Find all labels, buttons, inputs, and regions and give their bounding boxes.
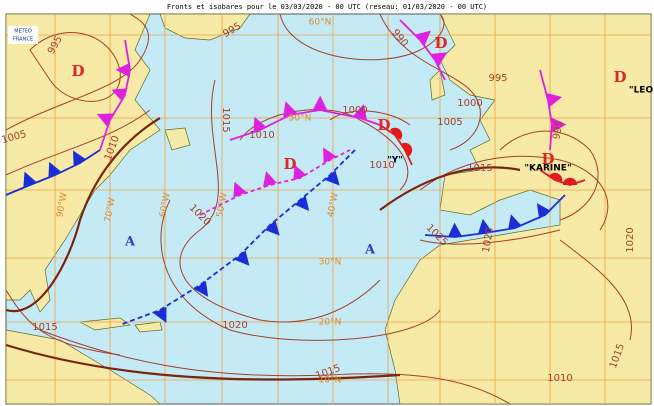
low-center: D <box>377 116 390 134</box>
occluded-front <box>199 147 351 216</box>
graticule-label: 10°N <box>319 376 342 386</box>
isobar-label: 1000 <box>342 105 367 116</box>
isobar-label: 1005 <box>437 117 462 128</box>
map-title: Fronts et isobares pour le 03/03/2020 - … <box>167 3 487 11</box>
isobar-label: 995 <box>551 120 565 141</box>
logo-text: FRANCE <box>13 37 33 43</box>
graticule-label: 20°N <box>319 318 342 328</box>
isobar-label: 1010 <box>369 160 394 171</box>
occluded-front <box>229 95 381 141</box>
central-america <box>5 329 161 405</box>
occluded-front <box>399 19 448 81</box>
isobar-label: 1015 <box>467 163 492 174</box>
caribbean <box>78 317 163 333</box>
isobar-label: 1015 <box>220 107 231 132</box>
graticule-label: 50°N <box>289 114 312 124</box>
graticule-label: 40°W <box>326 192 340 218</box>
graticule-label: 70°W <box>103 197 117 223</box>
warm-front <box>379 124 413 166</box>
cold-front <box>424 194 566 238</box>
logo-box <box>8 26 38 44</box>
storm-name: "Y" <box>387 156 403 166</box>
storm-name: "LEO <box>629 86 654 96</box>
high-center: A <box>124 235 136 250</box>
low-center: D <box>283 155 296 173</box>
low-center: D <box>541 150 554 168</box>
europe-africa <box>384 13 652 405</box>
isobar-label: 1020 <box>222 320 247 331</box>
occluded-front <box>96 39 131 151</box>
newfoundland <box>164 127 191 151</box>
isobar-label: 1000 <box>457 98 482 109</box>
isobar-label: 995 <box>488 73 507 84</box>
low-center: D <box>613 68 626 86</box>
warm-front <box>539 169 586 186</box>
isobar-label: 1020 <box>481 227 496 254</box>
major-isobars <box>5 117 521 381</box>
isobar-label: 1010 <box>547 373 572 384</box>
fronts <box>5 19 586 326</box>
graticule-label: 60°N <box>309 18 332 28</box>
graticule-label: 30°N <box>319 258 342 268</box>
cold-front <box>5 149 101 196</box>
graticule-label: 90°W <box>55 192 69 218</box>
high-center: A <box>364 243 376 258</box>
graticule-label: 60°W <box>158 192 172 218</box>
low-center: D <box>434 34 447 52</box>
graticule-label: 50°W <box>215 192 229 218</box>
storm-name: "KARINE" <box>524 164 571 174</box>
ireland <box>429 69 446 101</box>
land <box>5 13 652 405</box>
occluded-front <box>539 69 567 151</box>
logo-text: METEO <box>14 29 32 35</box>
isobar-label: 1020 <box>625 227 636 252</box>
low-center: D <box>71 62 84 80</box>
isobar-label: 1010 <box>249 130 274 141</box>
isobar-label: 1015 <box>32 322 57 333</box>
